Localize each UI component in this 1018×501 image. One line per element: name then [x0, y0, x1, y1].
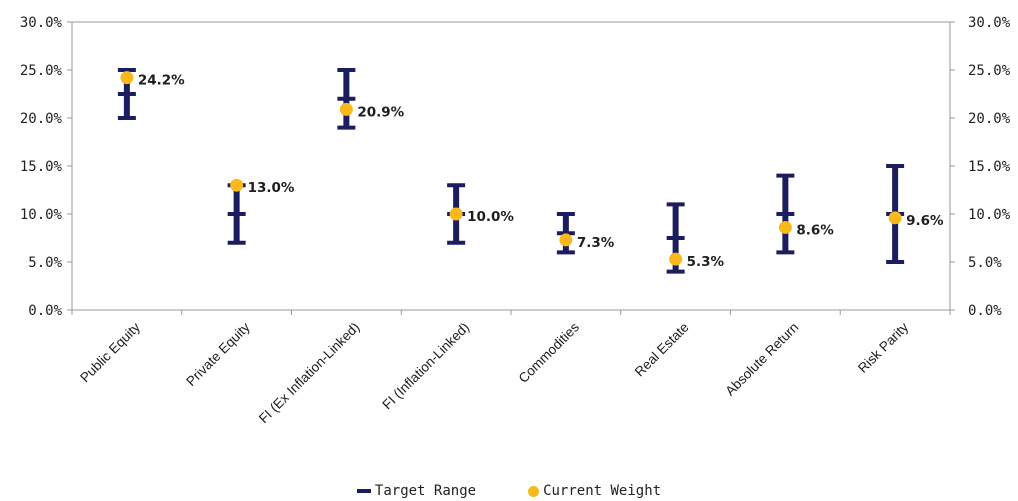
y-tick-label-left: 30.0%: [20, 15, 63, 31]
current-weight-swatch: [528, 485, 540, 497]
current-weight-point: [888, 211, 902, 225]
y-tick-label-right: 0.0%: [968, 303, 1002, 319]
current-weight-point: [339, 102, 353, 116]
x-category-label: Public Equity: [77, 319, 143, 385]
y-tick-label-right: 5.0%: [968, 255, 1002, 271]
y-tick-label-right: 30.0%: [968, 15, 1011, 31]
current-weight-data-label: 9.6%: [906, 213, 944, 229]
legend-item-target-range: Target Range: [356, 483, 477, 499]
y-tick-label-right: 20.0%: [968, 111, 1011, 127]
current-weight-point: [669, 252, 683, 266]
y-tick-label-right: 25.0%: [968, 63, 1011, 79]
y-tick-label-right: 15.0%: [968, 159, 1011, 175]
y-tick-label-left: 25.0%: [20, 63, 63, 79]
current-weight-data-label: 13.0%: [248, 180, 295, 196]
x-category-label: Absolute Return: [722, 320, 801, 399]
x-category-label: Real Estate: [632, 320, 692, 380]
current-weight-data-label: 20.9%: [357, 104, 404, 120]
x-category-label: FI (Ex Inflation-Linked): [256, 320, 363, 427]
plot-area-border: [71, 21, 951, 311]
target-range-swatch: [356, 489, 371, 493]
x-category-label: Private Equity: [183, 319, 253, 389]
current-weight-data-label: 5.3%: [687, 254, 725, 270]
legend-label-current-weight: Current Weight: [543, 483, 662, 499]
current-weight-point: [120, 71, 134, 85]
y-tick-label-left: 10.0%: [20, 207, 63, 223]
legend-label-target-range: Target Range: [374, 483, 477, 499]
y-tick-label-left: 15.0%: [20, 159, 63, 175]
current-weight-point: [778, 220, 792, 234]
legend-item-current-weight: Current Weight: [528, 483, 661, 499]
x-category-label: FI (Inflation-Linked): [379, 320, 472, 413]
y-tick-label-right: 10.0%: [968, 207, 1011, 223]
current-weight-data-label: 7.3%: [577, 235, 615, 251]
current-weight-data-label: 24.2%: [138, 73, 185, 89]
current-weight-data-label: 8.6%: [796, 222, 834, 238]
current-weight-point: [559, 233, 573, 247]
legend: Target Range Current Weight: [0, 481, 1018, 501]
current-weight-point: [230, 178, 244, 192]
current-weight-data-label: 10.0%: [467, 209, 514, 225]
x-category-label: Commodities: [516, 319, 582, 385]
x-category-label: Risk Parity: [855, 319, 911, 375]
current-weight-point: [449, 207, 463, 221]
y-tick-label-left: 0.0%: [28, 303, 62, 319]
chart: 0.0% 0.0% 5.0% 5.0% 10.0% 10.0% 15.0% 15.0% 20.0…: [20, 15, 1011, 427]
y-tick-label-left: 5.0%: [28, 255, 62, 271]
y-tick-label-left: 20.0%: [20, 111, 63, 127]
